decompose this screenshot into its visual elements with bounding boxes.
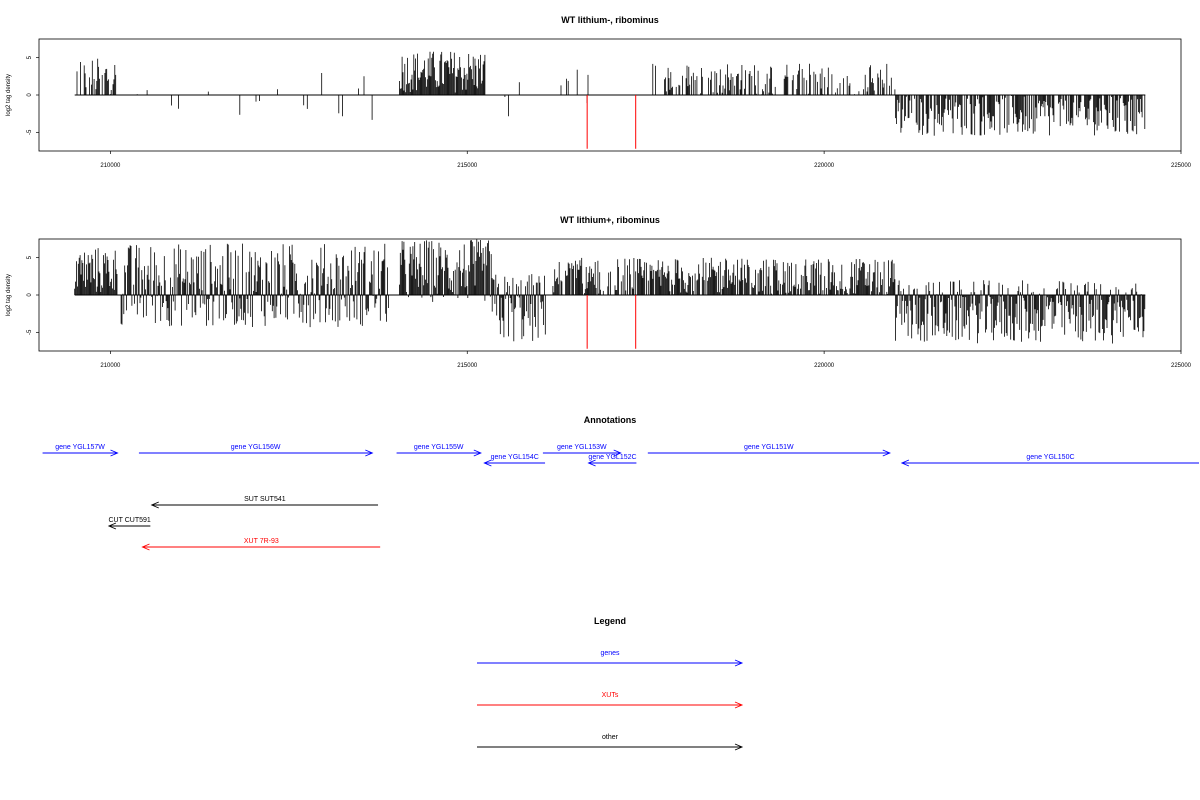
annotation-label: SUT SUT541: [244, 496, 286, 503]
annotation-arrowhead: [587, 459, 596, 467]
annotation-arrowhead: [613, 449, 622, 457]
annotation-arrowhead: [900, 459, 910, 467]
annotation-label: gene YGL155W: [414, 444, 464, 451]
legend-item: other: [477, 734, 744, 751]
annotations-title: Annotations: [584, 415, 637, 425]
annotation-arrowhead: [365, 449, 374, 457]
annotation-item: gene YGL151W: [647, 444, 891, 457]
y-tick-label: 0: [27, 293, 33, 297]
x-axis: 210000 215000 220000 225000: [100, 151, 1192, 169]
x-tick-label: 210000: [100, 163, 121, 169]
annotation-arrowhead: [473, 449, 482, 457]
x-tick-label: 225000: [1171, 163, 1192, 169]
annotation-item: CUT CUT591: [107, 517, 151, 530]
track-panel-lithium-minus: WT lithium-, ribominus log2 tag density …: [6, 15, 1192, 169]
annotation-arrowhead: [110, 449, 119, 457]
annotation-arrowhead: [882, 449, 891, 457]
y-tick-label: 0: [27, 93, 33, 97]
annotation-label: gene YGL156W: [231, 444, 281, 451]
annotation-item: XUT 7R-93: [141, 538, 381, 551]
y-axis-label: log2 tag density: [6, 74, 12, 116]
annotation-item: gene YGL150C: [900, 454, 1199, 467]
track-title: WT lithium+, ribominus: [560, 215, 660, 225]
x-tick-label: 215000: [457, 163, 478, 169]
x-tick-label: 215000: [457, 363, 478, 369]
annotation-item: SUT SUT541: [150, 496, 379, 509]
annotation-label: gene YGL157W: [55, 444, 105, 451]
legend: Legend genes XUTs other: [477, 616, 744, 751]
annotation-label: XUT 7R-93: [244, 538, 279, 545]
x-tick-label: 220000: [814, 163, 835, 169]
annotation-label: CUT CUT591: [109, 517, 151, 524]
legend-item: XUTs: [477, 692, 744, 709]
track-title: WT lithium-, ribominus: [561, 15, 659, 25]
x-tick-label: 210000: [100, 363, 121, 369]
legend-label: other: [602, 734, 619, 741]
annotation-arrowhead: [141, 543, 150, 551]
bar-group: [74, 51, 1146, 149]
legend-label: XUTs: [602, 692, 619, 699]
annotation-arrowhead: [150, 501, 159, 509]
legend-arrowhead: [734, 701, 744, 709]
legend-arrowhead: [734, 659, 744, 667]
annotation-item: gene YGL157W: [42, 444, 119, 457]
legend-title: Legend: [594, 616, 626, 626]
legend-arrowhead: [734, 743, 744, 751]
annotation-arrowhead: [107, 522, 117, 530]
y-axis: -5 0 5: [27, 55, 39, 135]
y-tick-label: -5: [27, 329, 33, 335]
x-axis: 210000 215000 220000 225000: [100, 351, 1192, 369]
y-axis-label: log2 tag density: [6, 274, 12, 316]
x-tick-label: 220000: [814, 363, 835, 369]
y-tick-label: 5: [27, 255, 33, 259]
annotation-item: gene YGL153W: [542, 444, 622, 457]
axes: -5 0 5 210000 215000 220000 225000: [27, 55, 1192, 169]
annotation-arrowhead: [483, 459, 492, 467]
y-axis: -5 0 5: [27, 255, 39, 335]
axes: -5 0 5 210000 215000 220000 225000: [27, 255, 1192, 369]
annotations-panel: Annotations gene YGL157W gene YGL156W gene…: [42, 415, 1199, 551]
annotation-item: gene YGL154C: [483, 454, 546, 467]
track-panel-lithium-plus: WT lithium+, ribominus log2 tag density …: [6, 215, 1192, 369]
annotation-label: gene YGL152C: [588, 454, 636, 461]
legend-item: genes: [477, 650, 744, 667]
legend-label: genes: [600, 650, 620, 657]
annotation-label: gene YGL151W: [744, 444, 794, 451]
annotation-label: gene YGL153W: [557, 444, 607, 451]
bar-group: [74, 239, 1146, 349]
annotation-item: gene YGL152C: [587, 454, 637, 467]
y-tick-label: -5: [27, 129, 33, 135]
x-tick-label: 225000: [1171, 363, 1192, 369]
annotation-label: gene YGL154C: [491, 454, 539, 461]
annotation-item: gene YGL155W: [396, 444, 482, 457]
annotation-item: gene YGL156W: [138, 444, 374, 457]
annotation-label: gene YGL150C: [1026, 454, 1074, 461]
y-tick-label: 5: [27, 55, 33, 59]
